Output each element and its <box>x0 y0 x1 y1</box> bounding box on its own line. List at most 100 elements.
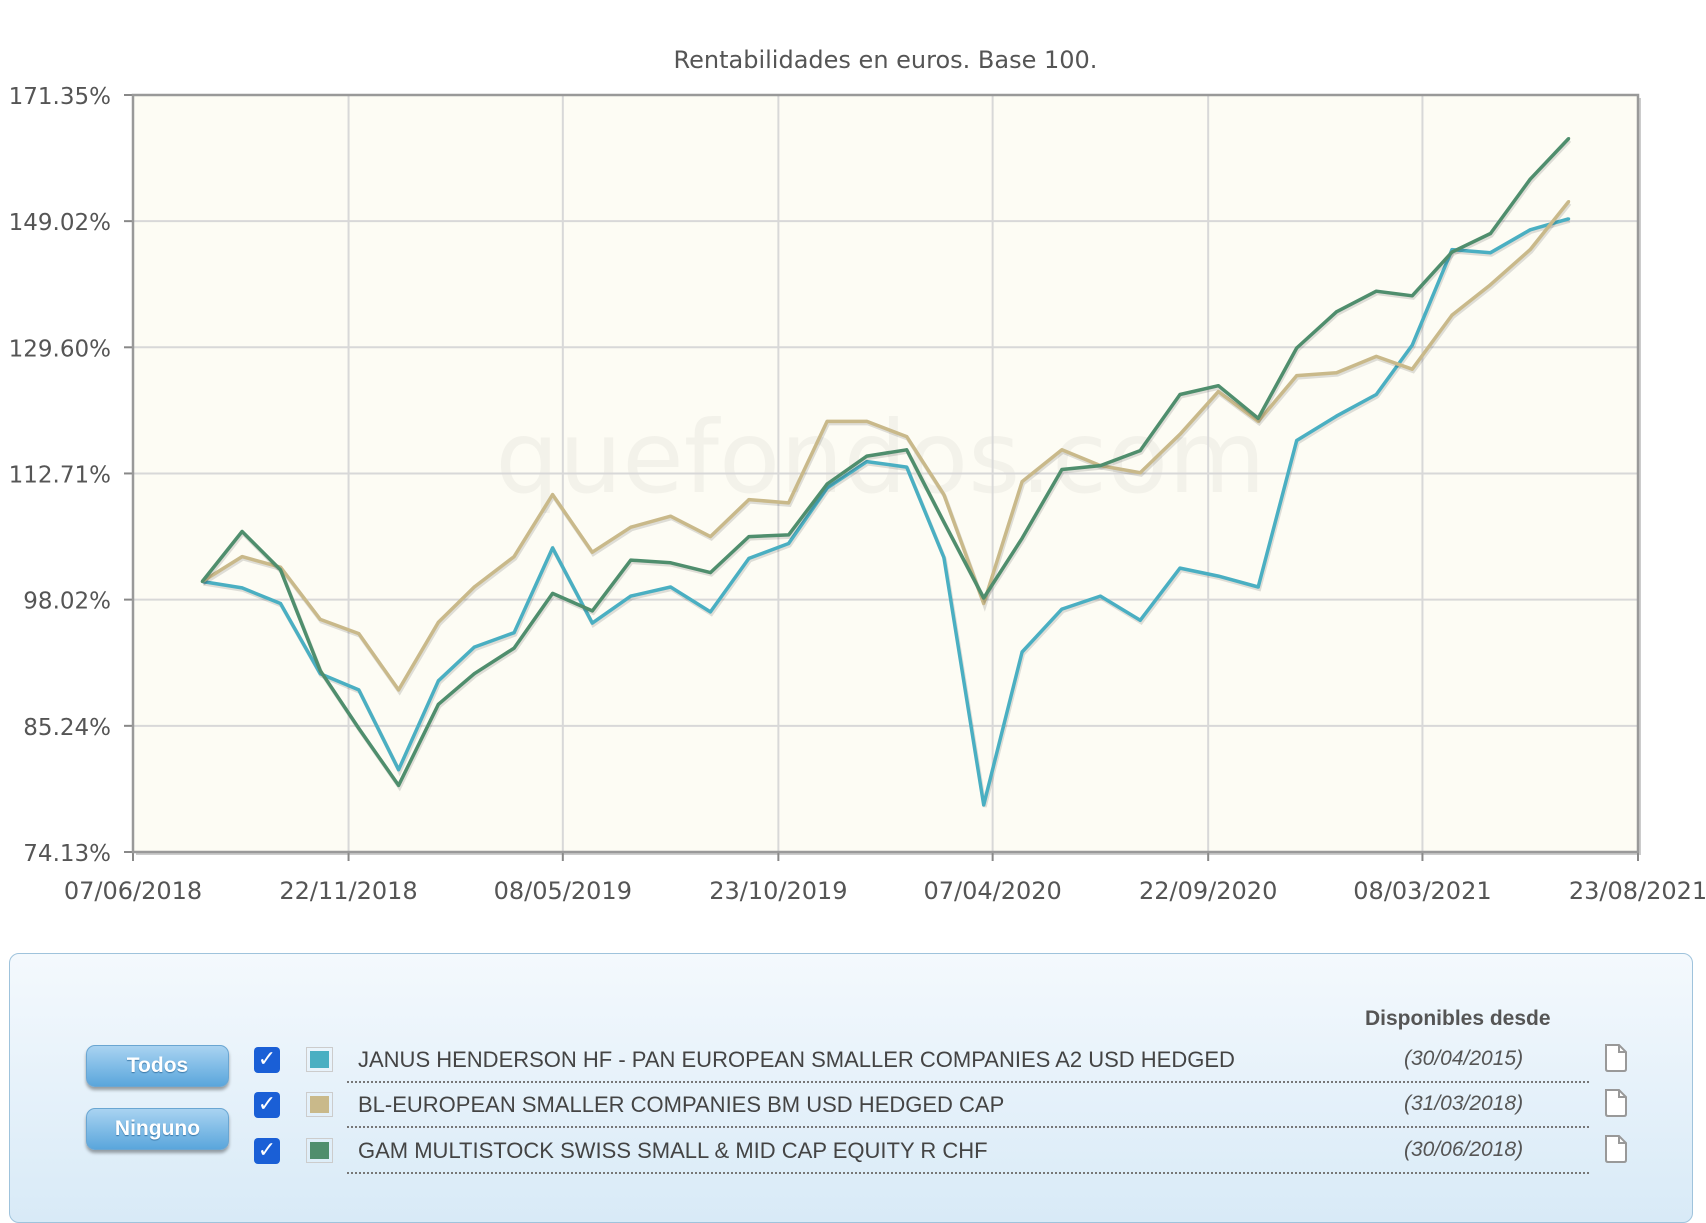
series-line-shadow <box>201 139 1572 792</box>
series-color-swatch <box>306 1092 333 1117</box>
x-tick-label: 08/03/2021 <box>1353 877 1491 905</box>
data-point <box>1374 289 1378 293</box>
data-point <box>629 525 633 529</box>
data-point <box>512 631 516 635</box>
data-point <box>865 460 869 464</box>
data-point <box>1334 310 1338 314</box>
data-point <box>942 555 946 559</box>
data-point <box>1020 480 1024 484</box>
chart-title: Rentabilidades en euros. Base 100. <box>674 46 1098 74</box>
data-point <box>590 621 594 625</box>
series-color-swatch <box>306 1138 333 1163</box>
x-tick-label: 08/05/2019 <box>494 877 632 905</box>
data-point <box>825 419 829 423</box>
file-icon[interactable] <box>1604 1088 1628 1118</box>
data-point <box>357 632 361 636</box>
data-point <box>865 419 869 423</box>
x-tick-label: 23/08/2021 <box>1569 877 1706 905</box>
data-point <box>1450 250 1454 254</box>
data-point <box>1374 354 1378 358</box>
available-since-date: (30/04/2015) <box>1404 1047 1524 1070</box>
series-checkbox[interactable]: ✓ <box>254 1138 280 1164</box>
data-point <box>708 535 712 539</box>
x-tick-label: 07/06/2018 <box>64 877 202 905</box>
data-point <box>669 585 673 589</box>
data-point <box>825 482 829 486</box>
select-none-button[interactable]: Ninguno <box>86 1108 229 1150</box>
data-point <box>787 533 791 537</box>
series-line <box>201 200 1571 692</box>
file-icon[interactable] <box>1604 1043 1628 1073</box>
performance-chart: Rentabilidades en euros. Base 100. quefon… <box>9 46 1706 905</box>
data-point <box>629 594 633 598</box>
data-point <box>279 568 283 572</box>
data-point <box>669 514 673 518</box>
data-point <box>472 645 476 649</box>
data-point <box>1216 574 1220 578</box>
data-point <box>1295 346 1299 350</box>
data-point <box>1178 432 1182 436</box>
data-point <box>1450 313 1454 317</box>
data-point <box>1488 283 1492 287</box>
data-point <box>1098 464 1102 468</box>
row-divider <box>347 1081 1589 1083</box>
series-color-swatch <box>306 1047 333 1072</box>
series-name[interactable]: JANUS HENDERSON HF - PAN EUROPEAN SMALLE… <box>358 1047 1235 1072</box>
series-3 <box>200 136 1572 792</box>
legend-item: ✓ BL-EUROPEAN SMALLER COMPANIES BM USD H… <box>10 1089 1692 1136</box>
x-tick-label: 23/10/2019 <box>709 877 847 905</box>
data-point <box>1178 566 1182 570</box>
data-point <box>200 580 204 584</box>
data-point <box>590 609 594 613</box>
series-2 <box>200 199 1572 696</box>
data-point <box>747 556 751 560</box>
data-point <box>240 586 244 590</box>
data-point <box>942 520 946 524</box>
data-point <box>240 555 244 559</box>
data-point <box>905 448 909 452</box>
data-point <box>1216 390 1220 394</box>
legend-item: ✓ JANUS HENDERSON HF - PAN EUROPEAN SMAL… <box>10 1044 1692 1091</box>
legend-item: ✓ GAM MULTISTOCK SWISS SMALL & MID CAP E… <box>10 1135 1692 1182</box>
file-icon[interactable] <box>1604 1134 1628 1164</box>
data-point <box>1060 607 1064 611</box>
data-point <box>1178 393 1182 397</box>
available-since-date: (31/03/2018) <box>1404 1092 1524 1115</box>
series-line <box>202 217 1570 807</box>
y-tick-label: 85.24% <box>23 715 111 741</box>
y-tick-label: 171.35% <box>9 84 111 110</box>
data-point <box>629 558 633 562</box>
data-point <box>1410 367 1414 371</box>
series-name[interactable]: GAM MULTISTOCK SWISS SMALL & MID CAP EQU… <box>358 1138 988 1163</box>
data-point <box>357 726 361 730</box>
y-tick-label: 129.60% <box>9 336 111 362</box>
series-checkbox[interactable]: ✓ <box>254 1092 280 1118</box>
data-point <box>1374 393 1378 397</box>
data-point <box>512 555 516 559</box>
data-point <box>905 435 909 439</box>
plot-border <box>131 93 1640 854</box>
series-line <box>200 137 1570 788</box>
data-point <box>436 620 440 624</box>
data-point <box>1138 471 1142 475</box>
data-point <box>240 529 244 533</box>
data-point <box>1020 536 1024 540</box>
data-point <box>1060 448 1064 452</box>
row-divider <box>347 1172 1589 1174</box>
series-checkbox[interactable]: ✓ <box>254 1047 280 1073</box>
data-point <box>708 571 712 575</box>
data-point <box>982 803 986 807</box>
y-tick-label: 112.71% <box>9 462 111 488</box>
data-point <box>551 591 555 595</box>
data-point <box>905 465 909 469</box>
series-name[interactable]: BL-EUROPEAN SMALLER COMPANIES BM USD HED… <box>358 1092 1005 1117</box>
data-point <box>436 702 440 706</box>
data-point <box>1410 343 1414 347</box>
available-since-header: Disponibles desde <box>1365 1007 1551 1030</box>
x-tick-label: 22/11/2018 <box>279 877 417 905</box>
select-all-button[interactable]: Todos <box>86 1045 229 1087</box>
data-point <box>787 542 791 546</box>
data-point <box>1488 251 1492 255</box>
data-point <box>669 561 673 565</box>
data-point <box>865 454 869 458</box>
